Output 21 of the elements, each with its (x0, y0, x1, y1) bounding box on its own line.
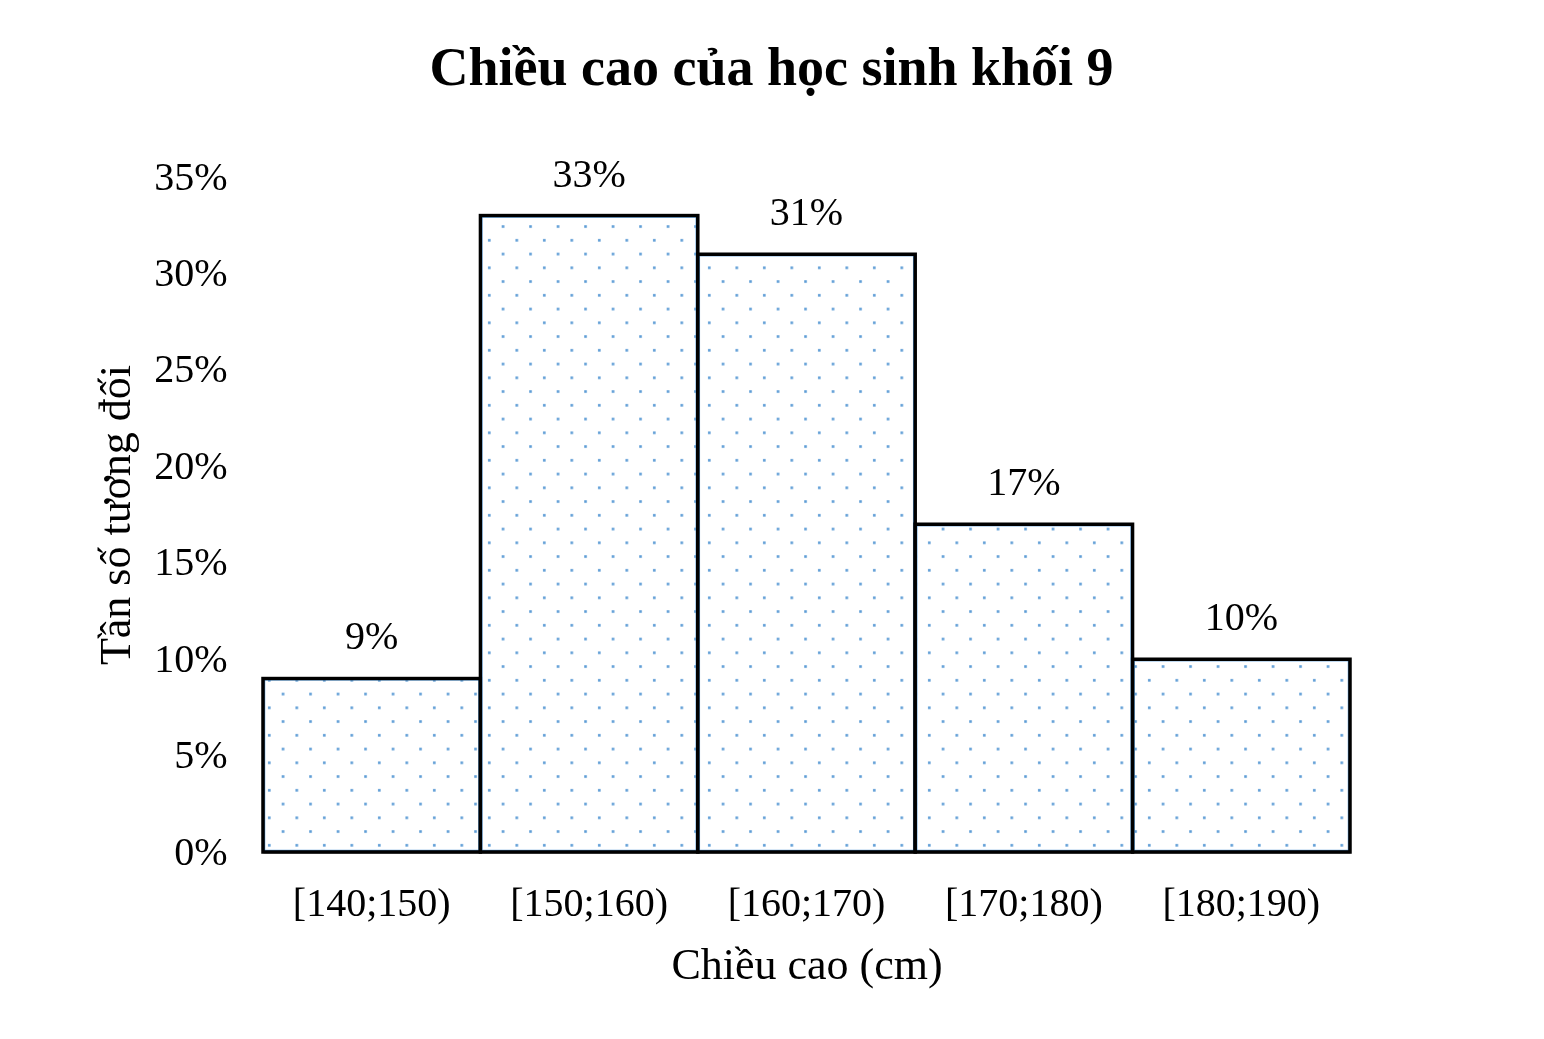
x-tick-label: [160;170) (727, 879, 886, 925)
y-tick-label: 5% (174, 732, 228, 778)
y-tick-label: 15% (154, 539, 228, 585)
y-tick-label: 25% (154, 346, 228, 392)
data-label: 9% (345, 613, 399, 659)
y-tick-label: 0% (174, 828, 228, 874)
y-tick-label: 35% (154, 153, 228, 199)
chart-title: Chiều cao của học sinh khối 9 (429, 36, 1114, 97)
x-tick-label: [180;190) (1162, 879, 1321, 925)
y-axis-title: Tần số tương đối (91, 364, 141, 666)
y-tick-label: 10% (154, 635, 228, 681)
data-label: 33% (552, 150, 626, 196)
data-label: 10% (1204, 594, 1278, 640)
x-axis-title: Chiều cao (cm) (671, 939, 943, 989)
y-tick-label: 30% (154, 249, 228, 295)
x-tick-label: [140;150) (292, 879, 451, 925)
x-tick-label: [150;160) (510, 879, 668, 925)
x-tick-label: [170;180) (945, 879, 1103, 925)
data-label: 31% (769, 189, 844, 235)
data-label: 17% (987, 459, 1061, 505)
y-tick-label: 20% (154, 442, 228, 488)
